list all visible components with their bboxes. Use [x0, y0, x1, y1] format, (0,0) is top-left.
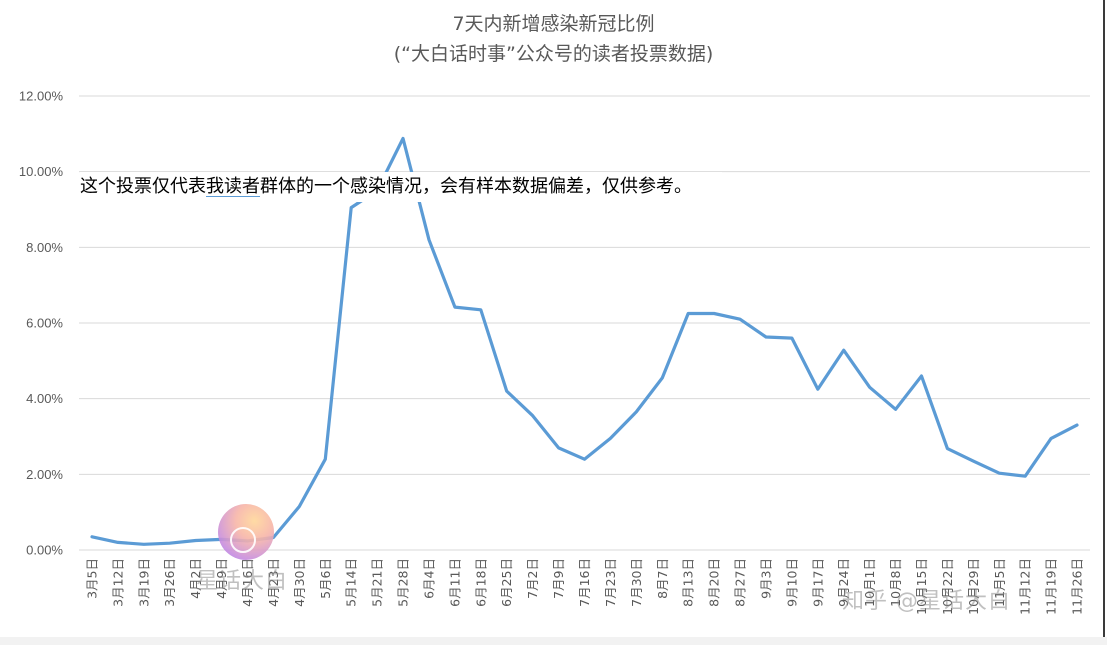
x-tick-label: 8月27日: [733, 558, 748, 607]
x-tick-label: 4月23日: [266, 558, 281, 607]
annotation-prefix: 这个投票仅代表: [80, 176, 206, 197]
x-tick-label: 8月7日: [655, 558, 670, 599]
x-tick-label: 8月13日: [681, 558, 696, 607]
x-tick-label: 10月22日: [940, 558, 955, 615]
x-tick-label: 5月14日: [344, 558, 359, 607]
x-tick-label: 5月28日: [396, 558, 411, 607]
y-tick-label: 2.00%: [26, 467, 63, 482]
x-tick-label: 7月16日: [577, 558, 592, 607]
x-tick-label: 4月30日: [292, 558, 307, 607]
x-tick-label: 10月29日: [966, 558, 981, 615]
watermark-glyph-icon: [230, 527, 256, 553]
x-tick-label: 3月19日: [136, 558, 151, 607]
x-tick-label: 10月8日: [888, 558, 903, 607]
x-tick-label: 11月26日: [1070, 558, 1085, 615]
x-tick-label: 9月3日: [758, 558, 773, 599]
x-tick-label: 3月12日: [110, 558, 125, 607]
chart-title: 7天内新增感染新冠比例: [452, 13, 655, 35]
watermark-right: 知乎 @星话大白: [842, 589, 1011, 614]
x-tick-label: 8月20日: [707, 558, 722, 607]
x-tick-label: 11月5日: [992, 558, 1007, 607]
y-tick-label: 6.00%: [26, 316, 63, 331]
x-tick-label: 9月17日: [810, 558, 825, 607]
x-tick-label: 7月23日: [603, 558, 618, 607]
x-tick-label: 7月2日: [525, 558, 540, 599]
x-tick-label: 10月15日: [914, 558, 929, 615]
x-tick-label: 4月16日: [240, 558, 255, 607]
x-tick-label: 3月26日: [162, 558, 177, 607]
x-tick-label: 11月19日: [1044, 558, 1059, 615]
y-tick-label: 12.00%: [19, 89, 64, 104]
x-tick-label: 10月1日: [862, 558, 877, 607]
annotation-suffix: 群体的一个感染情况，会有样本数据偏差，仅供参考。: [260, 176, 692, 197]
x-tick-label: 11月12日: [1018, 558, 1033, 615]
x-tick-label: 5月21日: [370, 558, 385, 607]
y-tick-label: 8.00%: [26, 240, 63, 255]
annotation-underlined: 我读者: [206, 176, 260, 197]
chart-subtitle: (“大白话时事”公众号的读者投票数据): [393, 43, 714, 65]
x-tick-label: 4月9日: [214, 558, 229, 599]
x-tick-label: 6月18日: [473, 558, 488, 607]
y-tick-label: 4.00%: [26, 391, 63, 406]
x-tick-label: 4月2日: [188, 558, 203, 599]
x-tick-label: 6月11日: [447, 558, 462, 607]
x-tick-label: 9月10日: [784, 558, 799, 607]
watermark-left: 星话大白: [196, 569, 289, 594]
x-tick-label: 5月6日: [318, 558, 333, 599]
y-tick-label: 10.00%: [19, 164, 64, 179]
x-tick-label: 6月4日: [421, 558, 436, 599]
x-tick-label: 6月25日: [499, 558, 514, 607]
annotation-note: 这个投票仅代表我读者群体的一个感染情况，会有样本数据偏差，仅供参考。: [80, 172, 722, 202]
y-tick-label: 0.00%: [26, 543, 63, 558]
x-tick-label: 7月9日: [551, 558, 566, 599]
x-tick-label: 7月30日: [629, 558, 644, 607]
bottom-strip: [0, 637, 1107, 645]
x-tick-label: 9月24日: [836, 558, 851, 607]
x-tick-label: 3月5日: [84, 558, 99, 599]
